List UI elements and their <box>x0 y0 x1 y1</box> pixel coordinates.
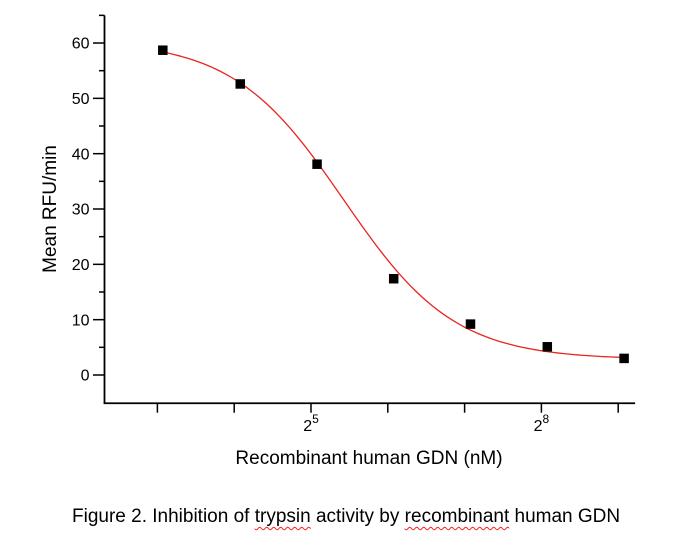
y-tick-label: 10 <box>72 312 90 329</box>
y-axis-major-ticks <box>93 42 105 376</box>
y-axis-minor-ticks <box>99 14 105 349</box>
figure-caption: Figure 2. Inhibition of trypsin activity… <box>72 505 620 528</box>
caption-text: Figure 2. Inhibition of <box>72 506 255 527</box>
x-tick-label: 25 <box>303 412 319 435</box>
data-point <box>465 319 476 329</box>
x-axis-ticks <box>156 403 619 413</box>
x-axis-tick-labels: 25 28 <box>303 412 549 435</box>
x-tick-label: 28 <box>534 412 550 435</box>
caption-misspelled-word: recombinant <box>404 506 510 527</box>
data-point <box>158 45 168 55</box>
y-tick-label: 40 <box>72 146 90 163</box>
y-tick-label: 20 <box>72 257 90 274</box>
y-tick-label: 50 <box>72 91 90 108</box>
y-tick-label: 60 <box>72 36 90 53</box>
y-tick-label: 0 <box>81 368 90 385</box>
y-axis-title: Mean RFU/min <box>40 145 61 273</box>
fit-curve <box>162 51 625 359</box>
data-point <box>542 342 553 352</box>
data-point <box>619 353 629 364</box>
y-axis-tick-labels: 0 10 20 30 40 50 60 <box>72 36 90 385</box>
data-point <box>235 79 246 89</box>
dose-response-chart: 0 10 20 30 40 50 60 25 28 Mean RFU/min Recombin… <box>40 14 636 469</box>
y-tick-label: 30 <box>72 202 90 219</box>
data-points <box>158 45 629 364</box>
caption-text: activity by <box>310 506 405 527</box>
x-axis-title: Recombinant human GDN (nM) <box>235 448 502 469</box>
caption-misspelled-word: trypsin <box>254 506 311 527</box>
data-point <box>388 273 399 284</box>
caption-text: human GDN <box>509 506 621 527</box>
data-point <box>312 159 322 169</box>
